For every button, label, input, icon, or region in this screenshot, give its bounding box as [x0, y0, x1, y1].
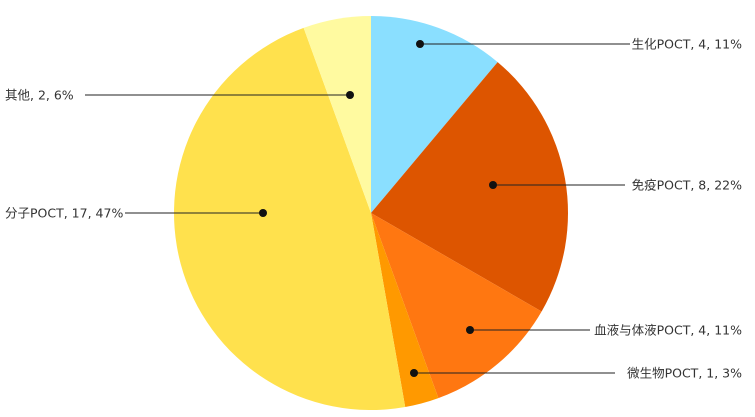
slice-label: 免疫POCT, 8, 22%: [632, 178, 742, 193]
pie-slice-5[interactable]: [303, 16, 371, 213]
slice-label: 微生物POCT, 1, 3%: [627, 366, 742, 381]
pie-slice-1[interactable]: [371, 62, 568, 312]
label-dot: [410, 369, 418, 377]
pie-slice-4[interactable]: [174, 27, 406, 410]
label-dot: [416, 40, 424, 48]
slice-label: 血液与体液POCT, 4, 11%: [594, 323, 742, 338]
label-dot: [346, 91, 354, 99]
pie-slice-2[interactable]: [371, 213, 542, 399]
label-dot: [466, 326, 474, 334]
label-dot: [259, 209, 267, 217]
pie-slice-3[interactable]: [371, 213, 439, 408]
label-dot: [489, 181, 497, 189]
pie-slice-0[interactable]: [371, 16, 498, 213]
slice-label: 其他, 2, 6%: [5, 88, 74, 103]
slice-label: 分子POCT, 17, 47%: [5, 206, 123, 221]
slice-label: 生化POCT, 4, 11%: [632, 37, 742, 52]
